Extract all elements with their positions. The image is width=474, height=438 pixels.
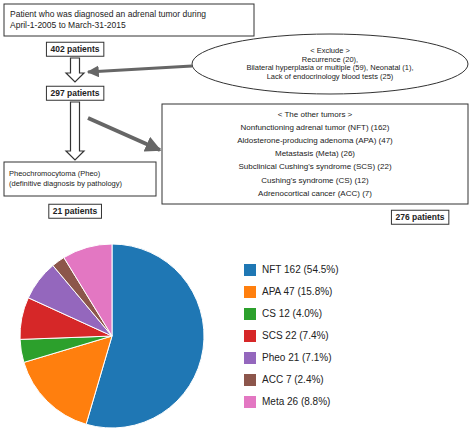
pie-slice	[20, 336, 112, 362]
annotation-line: 402 patients	[50, 44, 99, 54]
annotation-line: < The other tumors >	[278, 110, 353, 119]
legend-label: APA 47 (15.8%)	[262, 286, 332, 297]
legend-label: ACC 7 (2.4%)	[262, 374, 324, 385]
flow-label: 402 patients	[46, 42, 103, 56]
chart-root: Patient who was diagnosed an adrenal tum…	[0, 0, 474, 438]
legend-item: APA 47 (15.8%)	[244, 286, 332, 298]
flow-label-box	[46, 42, 103, 56]
annotation-line: Pheochromocytoma (Pheo)	[9, 169, 101, 178]
legend-swatch	[244, 308, 256, 320]
flow-box	[4, 4, 254, 36]
annotation: < The other tumors > Nonfunctioning adren…	[237, 110, 393, 198]
flow-pointer	[88, 118, 160, 150]
annotation: 276 patients	[395, 212, 444, 222]
flow-label-box	[49, 204, 102, 218]
legend-label: CS 12 (4.0%)	[262, 308, 322, 319]
annotation-line: Metastasis (Meta) (26)	[275, 149, 355, 158]
annotation-line: Aldosterone-producing adenoma (APA) (47)	[237, 136, 393, 145]
annotation-line: 21 patients	[53, 206, 98, 216]
flow-arrow	[66, 102, 84, 160]
legend-swatch	[244, 352, 256, 364]
pie	[20, 244, 204, 428]
flow-label-box	[391, 210, 448, 224]
annotation-line: Recurrence (20),	[302, 55, 358, 64]
legend-item: ACC 7 (2.4%)	[244, 374, 324, 386]
flow-box	[4, 162, 156, 196]
annotation: 21 patients	[53, 206, 98, 216]
legend-label: SCS 22 (7.4%)	[262, 330, 329, 341]
annotation: Pheochromocytoma (Pheo)(definitive diagn…	[9, 169, 122, 188]
flow-box	[162, 104, 468, 204]
flowchart: Patient who was diagnosed an adrenal tum…	[4, 4, 468, 224]
annotation-line: < Exclude >	[310, 46, 350, 55]
annotation: < Exclude >Recurrence (20),Bilateral hyp…	[246, 46, 413, 81]
annotation-line: Adrenocortical cancer (ACC) (7)	[258, 189, 372, 198]
annotation-line: Bilateral hyperplasia or multiple (59), …	[246, 63, 413, 72]
annotation-line: Cushing's syndrome (CS) (12)	[261, 176, 369, 185]
flow-ellipse	[192, 34, 468, 94]
legend-swatch	[244, 264, 256, 276]
legend: NFT 162 (54.5%) APA 47 (15.8%) CS 12 (4.0%…	[244, 264, 339, 408]
flow-pointer	[88, 66, 192, 72]
legend-swatch	[244, 396, 256, 408]
flow-label: 276 patients	[391, 210, 448, 224]
annotation: 297 patients	[50, 88, 99, 98]
legend-item: Pheo 21 (7.1%)	[244, 352, 332, 364]
legend-swatch	[244, 374, 256, 386]
flow-label: 297 patients	[46, 86, 103, 100]
legend-swatch	[244, 286, 256, 298]
annotation-line: Subclinical Cushing's syndrome (SCS) (22…	[238, 162, 391, 171]
legend-label: NFT 162 (54.5%)	[262, 264, 339, 275]
flow-arrow	[66, 58, 84, 82]
annotation-line: 276 patients	[395, 212, 444, 222]
flow-label-box	[46, 86, 103, 100]
legend-label: Meta 26 (8.8%)	[262, 396, 330, 407]
legend-item: Meta 26 (8.8%)	[244, 396, 330, 408]
flow-label: 21 patients	[49, 204, 102, 218]
legend-label: Pheo 21 (7.1%)	[262, 352, 332, 363]
legend-item: NFT 162 (54.5%)	[244, 264, 339, 276]
annotation-line: Patient who was diagnosed an adrenal tum…	[10, 9, 206, 19]
legend-swatch	[244, 330, 256, 342]
annotation-line: 297 patients	[50, 88, 99, 98]
annotation-line: Nonfunctioning adrenal tumor (NFT) (162)	[241, 123, 390, 132]
legend-item: CS 12 (4.0%)	[244, 308, 322, 320]
annotation: Patient who was diagnosed an adrenal tum…	[10, 9, 206, 30]
legend-item: SCS 22 (7.4%)	[244, 330, 329, 342]
annotation: 402 patients	[50, 44, 99, 54]
annotation-line: (definitive diagnosis by pathology)	[9, 179, 122, 188]
pie-slice	[64, 244, 112, 336]
annotation-line: April-1-2005 to March-31-2015	[10, 20, 126, 30]
annotation-line: Lack of endocrinology blood tests (25)	[267, 72, 394, 81]
